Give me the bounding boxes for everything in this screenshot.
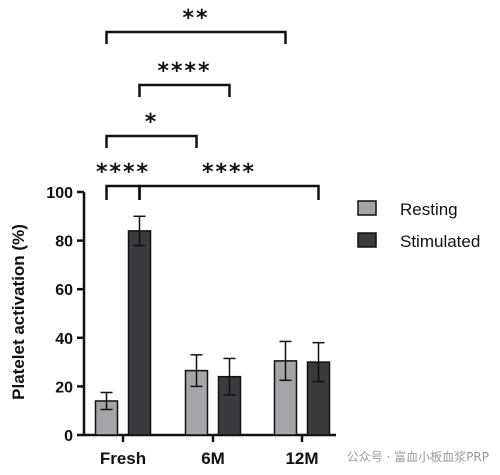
error-bar xyxy=(100,391,113,411)
y-tick-label: 100 xyxy=(46,185,73,202)
y-tick-label: 80 xyxy=(55,234,73,251)
error-bar xyxy=(190,354,203,388)
legend: Resting Stimulated xyxy=(357,200,480,251)
y-axis-title: Platelet activation (%) xyxy=(9,224,28,400)
x-tick-label: 12M xyxy=(285,449,318,468)
legend-swatch-resting xyxy=(357,200,377,216)
significance-bracket: * xyxy=(105,110,198,148)
significance-bracket: **** xyxy=(138,160,320,200)
x-tick-label: Fresh xyxy=(100,449,146,468)
significance-label: **** xyxy=(202,160,256,185)
y-tick-label: 20 xyxy=(55,379,73,396)
error-bar xyxy=(133,215,146,247)
significance-bracket: **** xyxy=(96,160,150,200)
x-axis: Fresh 6M 12M xyxy=(83,433,336,468)
significance-brackets: **** *********** xyxy=(96,6,320,200)
x-tick-label: 6M xyxy=(201,449,225,468)
significance-label: **** xyxy=(96,160,150,185)
bar-stimulated-fresh xyxy=(127,230,152,436)
watermark: 公众号 · 富血小板血浆PRP xyxy=(347,449,489,464)
significance-bracket: ** xyxy=(105,6,287,44)
bars xyxy=(94,215,331,436)
significance-label: **** xyxy=(157,59,211,84)
legend-swatch-stimulated xyxy=(357,232,377,248)
error-bar xyxy=(279,340,292,382)
legend-label-stimulated: Stimulated xyxy=(400,232,480,251)
significance-label: * xyxy=(145,110,159,135)
significance-label: ** xyxy=(182,6,209,31)
error-bar xyxy=(223,357,236,396)
legend-label-resting: Resting xyxy=(400,200,458,219)
y-tick-label: 60 xyxy=(55,282,73,299)
y-axis: 0 20 40 60 80 100 xyxy=(46,185,86,445)
y-tick-label: 40 xyxy=(55,331,73,348)
y-tick-label: 0 xyxy=(64,428,73,445)
significance-bracket: **** xyxy=(138,59,231,97)
error-bar xyxy=(312,341,325,383)
